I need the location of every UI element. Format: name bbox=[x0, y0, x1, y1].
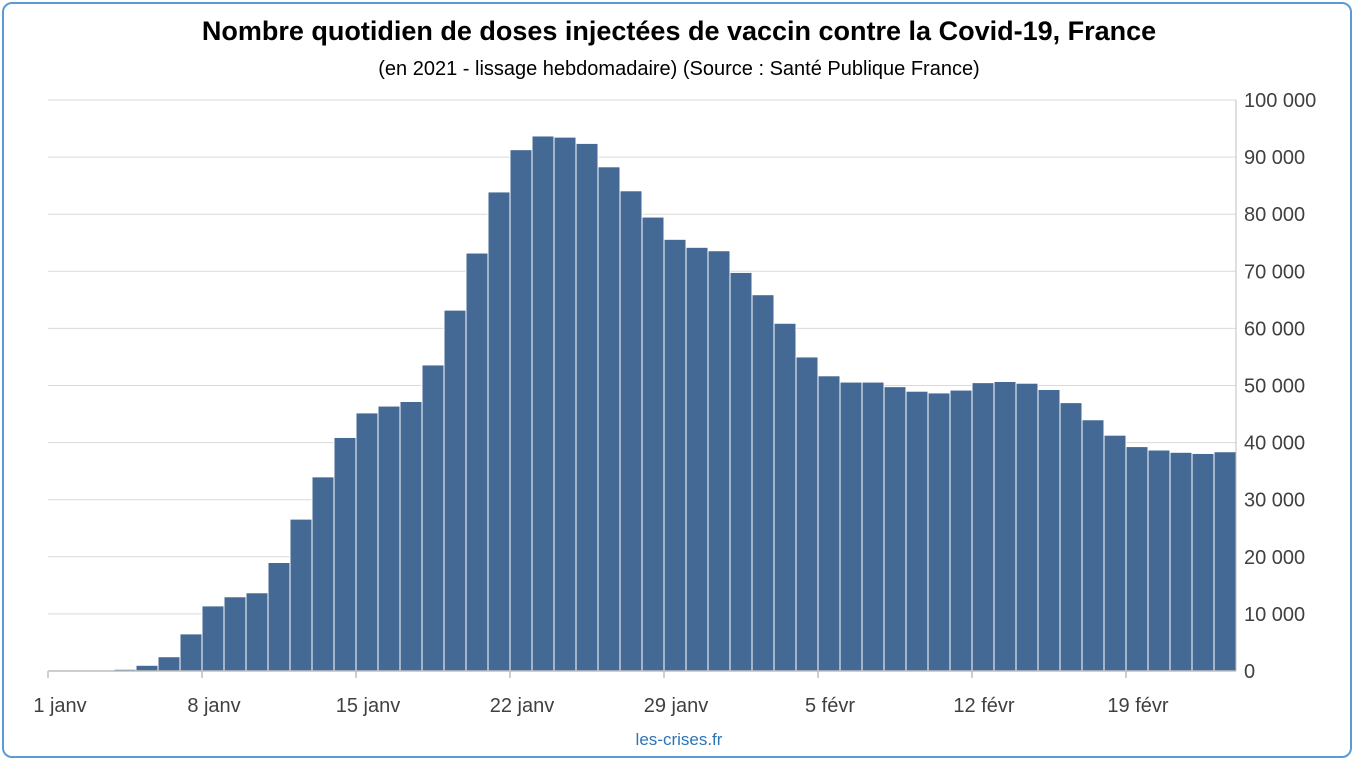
axes bbox=[47, 100, 1237, 678]
chart-title: Nombre quotidien de doses injectées de v… bbox=[201, 16, 1157, 46]
bar-10-janv bbox=[245, 592, 269, 672]
bar-17-févr bbox=[1081, 419, 1105, 672]
bar-3-févr bbox=[773, 322, 797, 672]
bar-12-janv bbox=[289, 518, 313, 672]
bar-8-janv bbox=[201, 605, 225, 672]
y-tick-label: 90 000 bbox=[1244, 147, 1305, 169]
y-tick-label: 30 000 bbox=[1244, 490, 1305, 512]
bar-2-févr bbox=[751, 294, 775, 672]
bar-10-févr bbox=[927, 392, 951, 672]
bar-18-janv bbox=[421, 364, 445, 672]
y-tick-labels: 0 10 000 20 000 30 000 40 000 50 000 60 000 70 … bbox=[1244, 90, 1316, 683]
bar-14-janv bbox=[333, 436, 357, 672]
bar-25-janv bbox=[575, 142, 599, 672]
bar-1-févr bbox=[729, 271, 753, 672]
y-tick-label: 10 000 bbox=[1244, 604, 1305, 626]
bar-17-janv bbox=[399, 400, 423, 672]
bar-28-janv bbox=[641, 216, 665, 672]
y-tick-label: 100 000 bbox=[1244, 90, 1316, 112]
bar-6-janv bbox=[157, 656, 181, 672]
y-tick-label: 80 000 bbox=[1244, 204, 1305, 226]
bar-5-janv bbox=[135, 664, 159, 672]
bar-11-janv bbox=[267, 562, 291, 672]
bar-9-janv bbox=[223, 596, 247, 672]
bar-4-févr bbox=[795, 356, 819, 672]
bar-14-févr bbox=[1015, 382, 1039, 672]
bar-15-févr bbox=[1037, 388, 1061, 672]
bar-18-févr bbox=[1103, 434, 1127, 672]
y-tick-label: 20 000 bbox=[1244, 547, 1305, 569]
bar-21-févr bbox=[1169, 451, 1193, 672]
bar-7-janv bbox=[179, 633, 203, 672]
bars bbox=[47, 135, 1237, 672]
bar-13-févr bbox=[993, 381, 1017, 672]
bar-12-févr bbox=[971, 382, 995, 672]
x-tick-label: 22 janv bbox=[490, 695, 555, 717]
bar-6-févr bbox=[839, 381, 863, 672]
x-tick-label: 5 févr bbox=[805, 695, 855, 717]
bar-22-févr bbox=[1191, 452, 1215, 672]
bar-8-févr bbox=[883, 386, 907, 672]
bar-31-janv bbox=[707, 250, 731, 672]
bar-7-févr bbox=[861, 381, 885, 672]
y-tick-label: 60 000 bbox=[1244, 318, 1305, 340]
bar-20-févr bbox=[1147, 449, 1171, 672]
chart-subtitle: (en 2021 - lissage hebdomadaire) (Source… bbox=[378, 58, 980, 80]
x-tick-label: 19 févr bbox=[1107, 695, 1168, 717]
bar-9-févr bbox=[905, 390, 929, 672]
bar-16-févr bbox=[1059, 402, 1083, 672]
bar-26-janv bbox=[597, 166, 621, 672]
bar-5-févr bbox=[817, 375, 841, 672]
bar-21-janv bbox=[487, 191, 511, 672]
bar-19-févr bbox=[1125, 446, 1149, 672]
bar-11-févr bbox=[949, 389, 973, 672]
x-tick-label: 12 févr bbox=[953, 695, 1014, 717]
x-tick-label: 8 janv bbox=[187, 695, 240, 717]
bar-29-janv bbox=[663, 238, 687, 672]
x-tick-label: 1 janv bbox=[33, 695, 86, 717]
bar-19-janv bbox=[443, 309, 467, 672]
bar-30-janv bbox=[685, 246, 709, 672]
y-tick-label: 70 000 bbox=[1244, 261, 1305, 283]
x-tick-label: 15 janv bbox=[336, 695, 401, 717]
bar-27-janv bbox=[619, 190, 643, 672]
x-tick-label: 29 janv bbox=[644, 695, 709, 717]
bar-15-janv bbox=[355, 412, 379, 672]
source-credit: les-crises.fr bbox=[635, 730, 723, 749]
y-tick-label: 40 000 bbox=[1244, 433, 1305, 455]
y-tick-label: 0 bbox=[1244, 661, 1255, 683]
bar-23-févr bbox=[1213, 451, 1237, 672]
bar-13-janv bbox=[311, 476, 335, 672]
bar-24-janv bbox=[553, 136, 577, 672]
bar-20-janv bbox=[465, 252, 489, 672]
bar-22-janv bbox=[509, 149, 533, 672]
bar-23-janv bbox=[531, 135, 555, 672]
bar-16-janv bbox=[377, 405, 401, 672]
y-tick-label: 50 000 bbox=[1244, 376, 1305, 398]
x-tick-labels: 1 janv 8 janv 15 janv 22 janv 29 janv 5 févr 1… bbox=[33, 695, 1169, 717]
